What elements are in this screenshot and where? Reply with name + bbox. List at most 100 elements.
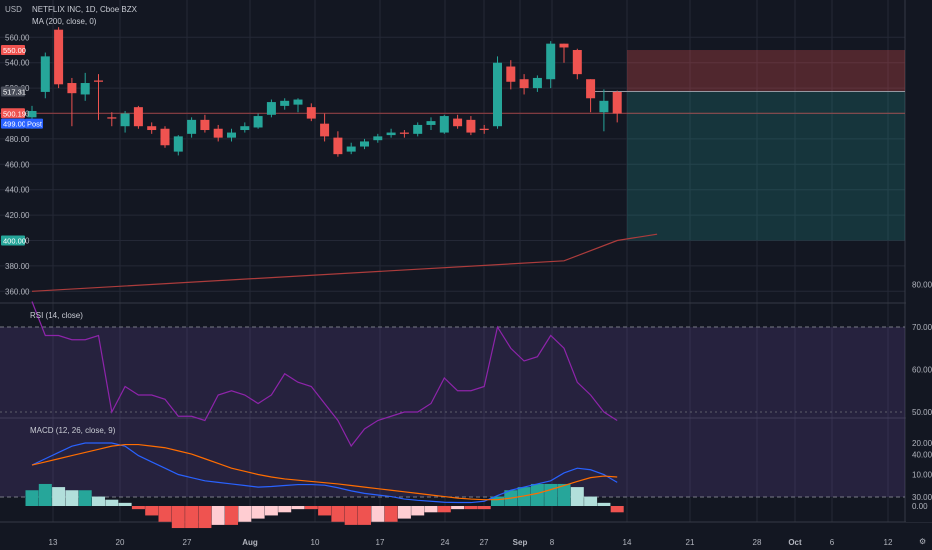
candle-body — [479, 128, 489, 131]
rsi-tick-label: 70.00 — [912, 323, 932, 332]
rsi-tick-label: 60.00 — [912, 366, 932, 375]
price-tick-label: 480.00 — [5, 135, 30, 144]
candle-body — [266, 102, 276, 115]
candle-body — [200, 119, 210, 131]
candle-body — [107, 117, 117, 119]
time-tick-label: 20 — [116, 538, 125, 547]
candle-body — [40, 56, 50, 92]
rsi-tick-label: 80.00 — [912, 281, 932, 290]
price-tick-label: 440.00 — [5, 186, 30, 195]
macd-histogram-bar — [304, 506, 318, 510]
price-marker — [25, 118, 43, 129]
macd-histogram-bar — [264, 506, 278, 516]
macd-histogram-bar — [131, 506, 145, 510]
macd-histogram-bar — [158, 506, 172, 522]
candle-body — [559, 43, 569, 48]
macd-histogram-bar — [517, 487, 531, 506]
candle-body — [360, 141, 369, 147]
candle-body — [572, 50, 582, 75]
macd-histogram-bar — [344, 506, 358, 525]
macd-histogram-bar — [185, 506, 199, 529]
ma-legend: MA (200, close, 0) — [32, 17, 97, 26]
macd-histogram-bar — [318, 506, 332, 516]
price-marker-label: 517.31 — [3, 88, 26, 97]
macd-histogram-bar — [171, 506, 185, 529]
candle-body — [120, 113, 130, 127]
macd-histogram-bar — [25, 490, 39, 506]
rsi-tick-label: 30.00 — [912, 493, 932, 502]
macd-histogram-bar — [451, 506, 465, 510]
candle-body — [399, 132, 409, 134]
candle-body — [546, 43, 556, 80]
moving-average-line — [31, 233, 658, 292]
time-tick-label: Aug — [242, 538, 258, 547]
rsi-pane — [0, 301, 905, 498]
price-scale-bg — [906, 0, 932, 522]
time-tick-label: 17 — [376, 538, 385, 547]
candle-body — [306, 107, 316, 119]
candle-body — [80, 83, 90, 95]
candle-body — [320, 123, 330, 137]
candlestick-series — [27, 27, 622, 157]
macd-histogram-bar — [38, 483, 52, 506]
candle-body — [133, 107, 143, 127]
macd-histogram-bar — [92, 496, 105, 506]
candle-body — [94, 80, 103, 82]
time-tick-label: 12 — [884, 538, 893, 547]
macd-tick-label: 10.00 — [912, 471, 932, 480]
macd-tick-label: 20.00 — [912, 439, 932, 448]
price-marker — [1, 108, 25, 119]
macd-histogram-bar — [491, 496, 504, 506]
candle-body — [147, 126, 157, 131]
macd-pane — [25, 442, 624, 529]
price-tick-label: 420.00 — [5, 211, 30, 220]
macd-histogram-bar — [211, 506, 225, 525]
candle-body — [240, 126, 250, 131]
price-marker-label: 550.00 — [3, 46, 26, 55]
candle-body — [599, 100, 609, 113]
candle-body — [27, 110, 37, 118]
macd-histogram-bar — [544, 483, 558, 506]
candle-body — [413, 124, 423, 134]
candle-body — [67, 83, 77, 94]
ma200-line — [31, 233, 658, 292]
candle-body — [386, 132, 396, 136]
take-profit-zone — [627, 91, 905, 241]
macd-histogram-bar — [358, 506, 371, 525]
macd-histogram-bar — [610, 506, 624, 513]
macd-histogram-bar — [198, 506, 212, 529]
time-tick-label: Oct — [788, 538, 802, 547]
time-tick-label: 27 — [183, 538, 192, 547]
rsi-line — [31, 301, 618, 448]
price-tick-label: 380.00 — [5, 262, 30, 271]
rsi-tick-label: 50.00 — [912, 408, 932, 417]
candle-body — [54, 29, 64, 85]
chart-title: NETFLIX INC, 1D, Cboe BZX — [32, 5, 138, 14]
candle-body — [439, 116, 449, 133]
macd-histogram-bar — [145, 506, 159, 516]
macd-histogram-bar — [78, 490, 92, 506]
price-marker-label: 400.00 — [3, 237, 26, 246]
currency-label: USD — [5, 5, 22, 14]
macd-histogram-bar — [278, 506, 292, 513]
macd-histogram-bar — [52, 487, 66, 506]
price-tick-label: 540.00 — [5, 59, 30, 68]
position-zones — [0, 50, 905, 241]
settings-icon: ⚙ — [919, 537, 926, 546]
time-tick-label: Sep — [513, 538, 528, 547]
candle-body — [173, 136, 183, 152]
candle-body — [227, 132, 236, 138]
time-tick-label: 28 — [753, 538, 762, 547]
time-tick-label: 24 — [441, 538, 450, 547]
signal-line — [31, 443, 618, 501]
macd-histogram-bar — [251, 506, 265, 519]
time-tick-label: 6 — [830, 538, 835, 547]
macd-histogram-bar — [331, 506, 345, 522]
macd-histogram-bar — [291, 506, 305, 510]
macd-line — [31, 442, 618, 504]
macd-histogram-bar — [530, 483, 544, 506]
candle-body — [213, 128, 223, 138]
macd-histogram-bar — [464, 506, 478, 510]
